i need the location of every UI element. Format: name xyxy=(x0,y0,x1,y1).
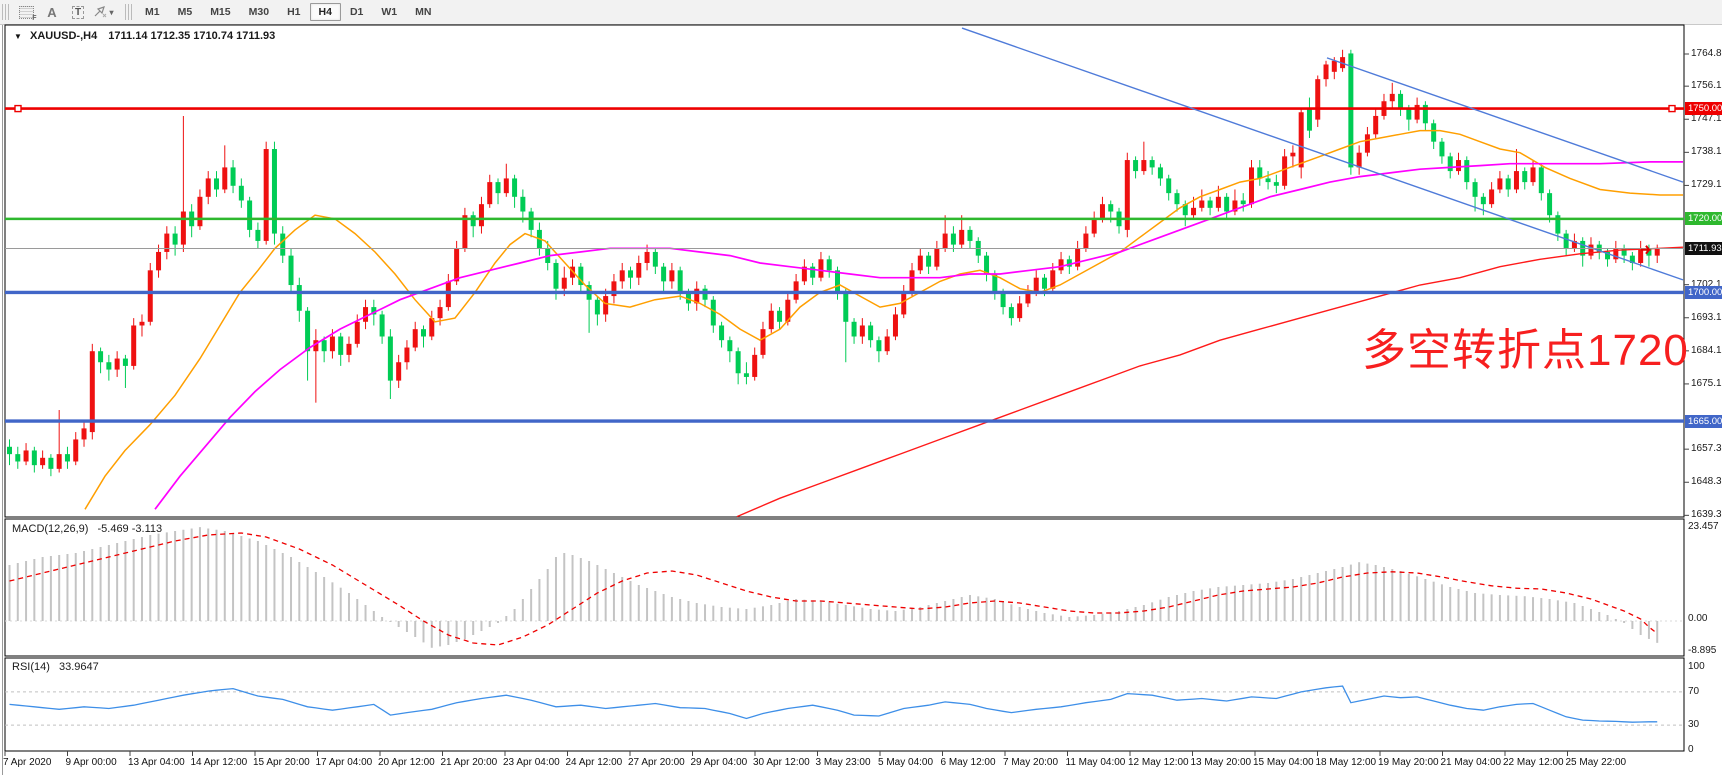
price-tick-label: 1702.10 xyxy=(1691,278,1722,290)
timeframe-drag-handle[interactable] xyxy=(125,4,132,20)
rsi-tick-label: 30 xyxy=(1688,719,1700,731)
chart-title: ▼ XAUUSD-,H4 1711.14 1712.35 1710.74 171… xyxy=(14,30,275,42)
time-tick-label: 21 May 04:00 xyxy=(1440,757,1502,768)
time-tick-label: 22 May 12:00 xyxy=(1503,757,1564,768)
timeframe-button-m15[interactable]: M15 xyxy=(210,6,231,18)
time-tick-label: 15 May 04:00 xyxy=(1253,757,1314,768)
price-level-tag: 1720.00 xyxy=(1685,212,1722,226)
rsi-tick-label: 0 xyxy=(1688,744,1694,755)
rsi-panel-label: RSI(14) 33.9647 xyxy=(12,661,99,673)
time-tick-label: 30 Apr 12:00 xyxy=(753,757,810,768)
timeframe-button-w1[interactable]: W1 xyxy=(381,6,398,18)
time-tick-label: 19 May 20:00 xyxy=(1378,757,1439,768)
text-tool-icon[interactable]: T xyxy=(66,1,90,23)
time-tick-label: 14 Apr 12:00 xyxy=(190,757,248,768)
chart-symbol-label: XAUUSD-,H4 xyxy=(29,30,98,42)
time-tick-label: 17 Apr 04:00 xyxy=(315,757,373,768)
macd-scale-min: -8.895 xyxy=(1688,645,1717,656)
timeframe-button-m1[interactable]: M1 xyxy=(145,6,160,18)
macd-panel-label: MACD(12,26,9) -5.469 -3.113 xyxy=(12,523,162,535)
timeframe-button-h4[interactable]: H4 xyxy=(309,3,341,21)
time-tick-label: 13 Apr 04:00 xyxy=(128,757,185,768)
chart-ohlc-values: 1711.14 1712.35 1710.74 1711.93 xyxy=(108,30,276,42)
toolbar-drag-handle[interactable] xyxy=(2,4,9,20)
timeframe-button-group: M1 M5 M15 M30 H1 H4 D1 W1 MN xyxy=(136,3,440,21)
rsi-tick-label: 100 xyxy=(1688,661,1705,672)
chart-shift-icon[interactable]: F xyxy=(14,1,38,23)
price-tick-label: 1648.35 xyxy=(1691,476,1722,488)
time-tick-label: 13 May 20:00 xyxy=(1190,757,1252,768)
price-tick-label: 1657.35 xyxy=(1691,443,1722,455)
time-tick-label: 9 Apr 00:00 xyxy=(65,757,117,768)
price-tick-label: 1729.10 xyxy=(1691,179,1722,191)
price-tick-label: 1747.10 xyxy=(1691,113,1722,125)
time-tick-label: 7 Apr 2020 xyxy=(3,757,52,768)
time-tick-label: 25 May 22:00 xyxy=(1565,757,1627,768)
price-tick-label: 1675.10 xyxy=(1691,377,1722,389)
time-tick-label: 11 May 04:00 xyxy=(1065,757,1126,768)
timeframe-button-mn[interactable]: MN xyxy=(415,6,432,18)
price-level-tag: 1711.93 xyxy=(1685,242,1722,256)
timeframe-button-d1[interactable]: D1 xyxy=(349,6,364,18)
macd-values-label: -5.469 -3.113 xyxy=(97,523,163,535)
rsi-value-label: 33.9647 xyxy=(58,661,99,673)
time-tick-label: 5 May 04:00 xyxy=(878,757,934,768)
time-tick-label: 23 Apr 04:00 xyxy=(503,757,560,768)
macd-scale-max: 23.457 xyxy=(1688,521,1719,532)
chart-annotation-text: 多空转折点1720 xyxy=(1362,326,1689,375)
price-level-tag: 1665.00 xyxy=(1685,414,1722,428)
time-tick-label: 27 Apr 20:00 xyxy=(628,757,685,768)
rsi-tick-label: 70 xyxy=(1688,685,1700,697)
rsi-name-label: RSI(14) xyxy=(12,661,50,673)
macd-scale-zero: 0.00 xyxy=(1688,613,1708,624)
time-tick-label: 3 May 23:00 xyxy=(815,757,871,768)
objects-icon-glyph xyxy=(95,6,107,18)
time-tick-label: 18 May 12:00 xyxy=(1315,757,1377,768)
time-tick-label: 6 May 12:00 xyxy=(940,757,996,768)
time-tick-label: 24 Apr 12:00 xyxy=(565,757,623,768)
price-tick-label: 1639.35 xyxy=(1691,509,1722,521)
font-icon[interactable]: A xyxy=(47,4,57,20)
time-tick-label: 20 Apr 12:00 xyxy=(378,757,435,768)
price-tick-label: 1738.10 xyxy=(1691,146,1722,158)
price-tick-label: 1684.10 xyxy=(1691,344,1722,356)
price-level-tag: 1750.00 xyxy=(1685,102,1722,116)
price-tick-label: 1764.85 xyxy=(1691,48,1722,59)
price-tick-label: 1756.10 xyxy=(1691,80,1722,92)
price-tick-label: 1693.10 xyxy=(1691,311,1722,323)
price-level-tag: 1700.00 xyxy=(1685,285,1722,299)
time-tick-label: 15 Apr 20:00 xyxy=(253,757,310,768)
window-left-edge xyxy=(2,25,3,775)
macd-name-label: MACD(12,26,9) xyxy=(12,523,89,535)
dropdown-caret-icon[interactable]: ▾ xyxy=(109,7,114,17)
objects-icon[interactable]: ▾ xyxy=(92,1,116,23)
timeframe-button-m30[interactable]: M30 xyxy=(248,6,270,18)
timeframe-button-h1[interactable]: H1 xyxy=(287,6,301,18)
time-tick-label: 21 Apr 20:00 xyxy=(440,757,498,768)
timeframe-button-m5[interactable]: M5 xyxy=(177,6,193,18)
time-tick-label: 29 Apr 04:00 xyxy=(690,757,748,768)
time-tick-label: 12 May 12:00 xyxy=(1128,757,1189,768)
time-tick-label: 7 May 20:00 xyxy=(1003,757,1059,768)
collapse-triangle-icon[interactable]: ▼ xyxy=(14,32,22,41)
